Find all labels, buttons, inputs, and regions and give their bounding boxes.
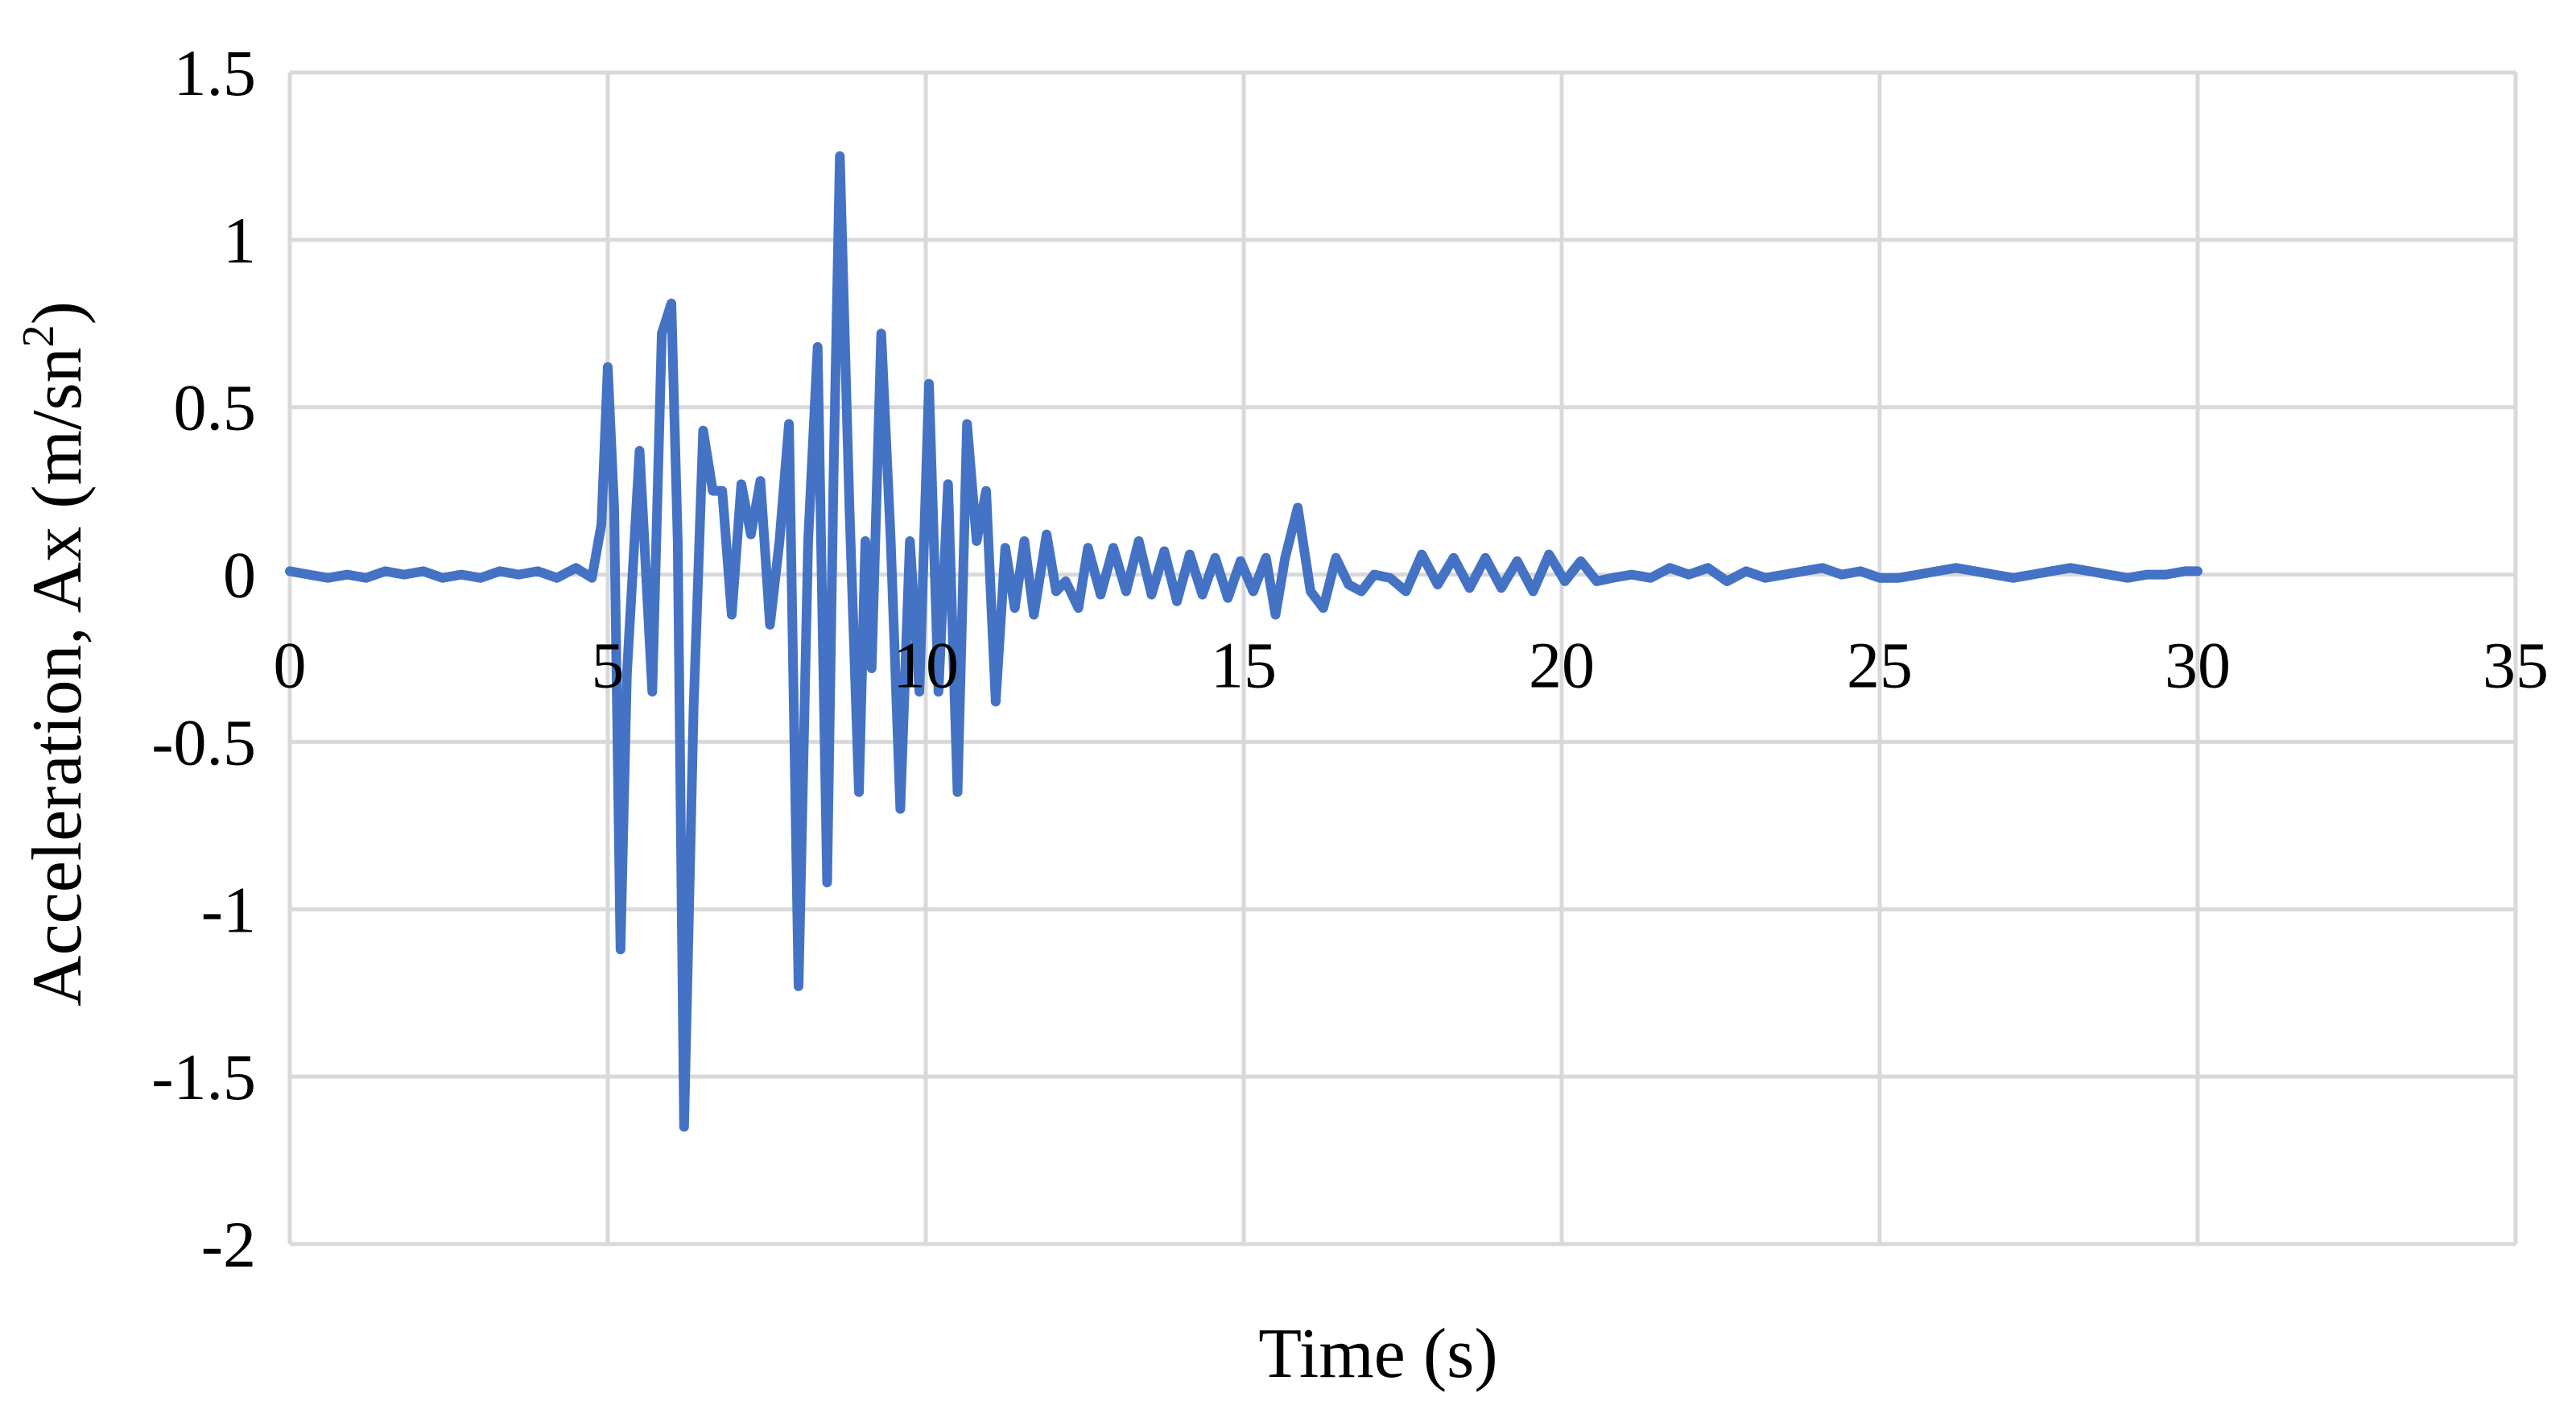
- x-tick-labels: 0 5 10 15 20 25 30 35: [274, 629, 2549, 702]
- x-tick-label: 30: [2165, 629, 2231, 702]
- x-gridlines: [287, 72, 2518, 1244]
- x-tick-label: 0: [274, 629, 307, 702]
- y-tick-labels: -2 -1.5 -1 -0.5 0 0.5 1 1.5: [151, 36, 256, 1281]
- x-tick-label: 10: [893, 629, 959, 702]
- series-line: [285, 151, 2202, 1132]
- x-axis-title: Time (s): [1258, 1315, 1497, 1393]
- y-tick-label: -1.5: [151, 1040, 256, 1114]
- y-tick-label: 0: [223, 539, 256, 612]
- y-tick-label: -2: [201, 1208, 256, 1281]
- plot-series: [285, 151, 2202, 1132]
- x-tick-label: 20: [1529, 629, 1595, 702]
- y-tick-label: -1: [201, 873, 256, 946]
- x-tick-label: 15: [1211, 629, 1277, 702]
- y-axis-title-superscript: 2: [14, 324, 64, 347]
- x-tick-label: 5: [592, 629, 625, 702]
- y-tick-label: 1.5: [174, 36, 257, 110]
- y-axis-title: Acceleration, Ax (m/sn2): [14, 301, 97, 1006]
- y-axis-title-end: ): [19, 301, 97, 324]
- y-tick-label: 1: [223, 204, 256, 277]
- y-tick-label: 0.5: [174, 371, 257, 444]
- y-axis-title-main: Acceleration, Ax (m/sn: [19, 347, 97, 1006]
- y-tick-label: -0.5: [151, 705, 256, 779]
- x-tick-label: 35: [2483, 629, 2549, 702]
- x-tick-label: 25: [1847, 629, 1913, 702]
